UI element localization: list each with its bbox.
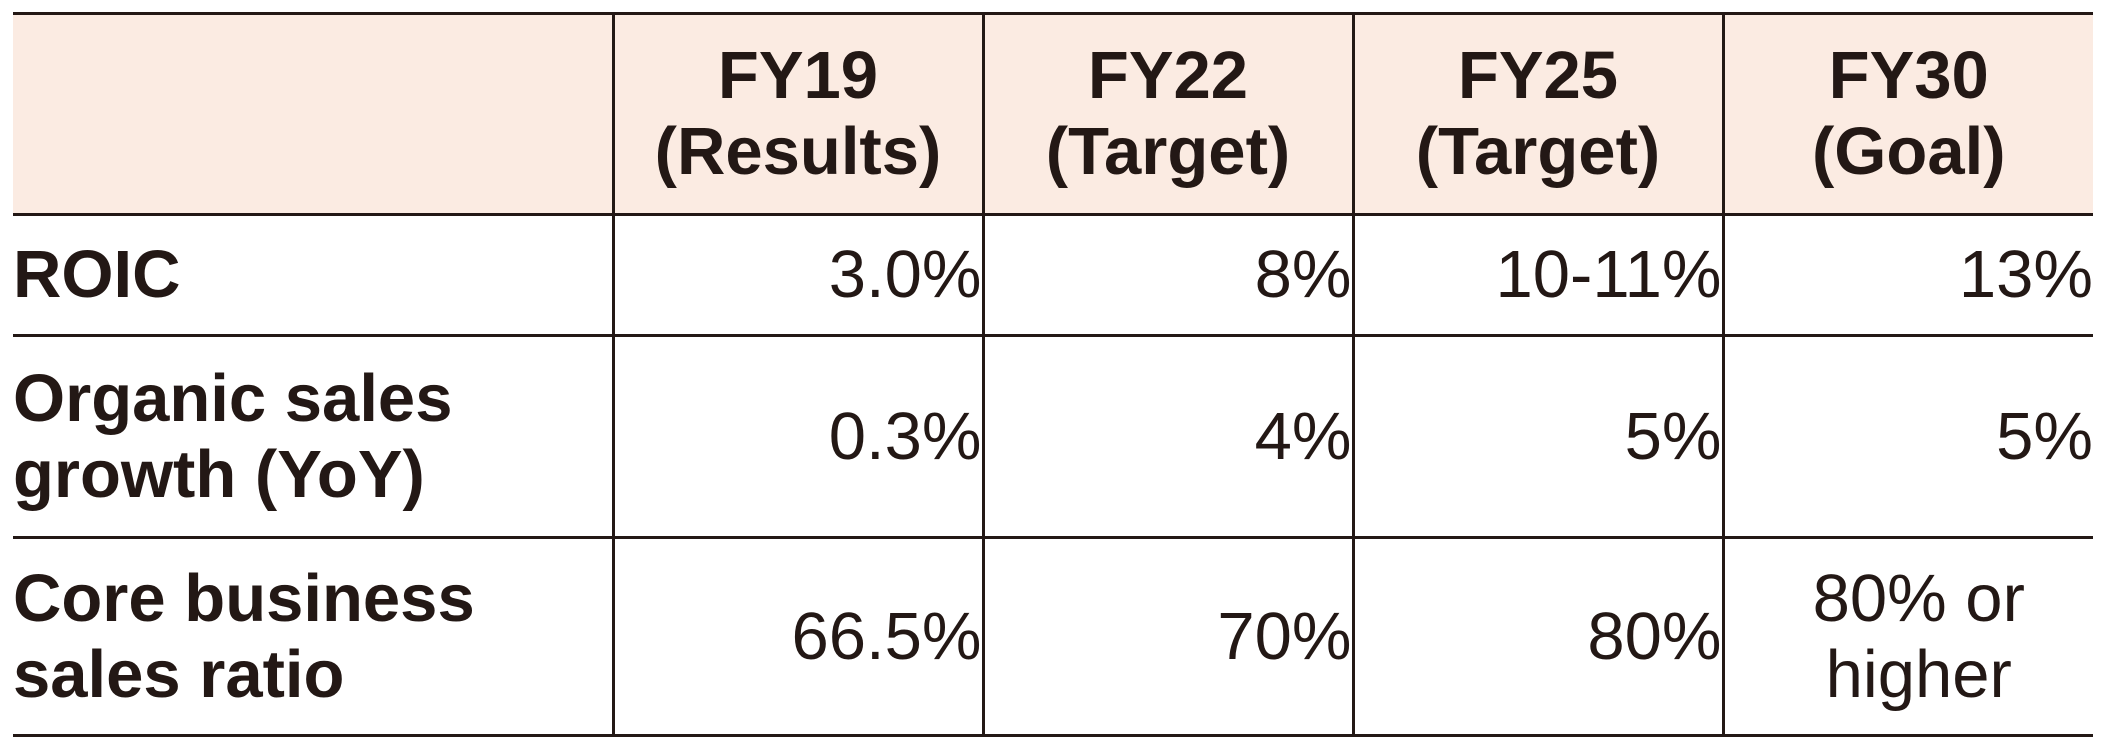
value-cell: 70%: [981, 537, 1353, 737]
value-cell: 5%: [1351, 335, 1723, 539]
header-cell-fy22: FY22 (Target): [981, 12, 1353, 216]
header-cell-fy30: FY30 (Goal): [1721, 12, 2093, 216]
value-cell: 10-11%: [1351, 214, 1723, 337]
table-row-core-business-sales-ratio: Core business sales ratio 66.5% 70% 80% …: [13, 537, 2093, 737]
value-cell: 80%: [1351, 537, 1723, 737]
header-status: (Target): [1415, 114, 1661, 189]
value-cell: 13%: [1721, 214, 2093, 337]
table-row-roic: ROIC 3.0% 8% 10-11% 13%: [13, 214, 2093, 337]
header-status: (Goal): [1811, 114, 2006, 189]
value-cell: 3.0%: [611, 214, 983, 337]
value-cell: 80% or higher: [1721, 537, 2093, 737]
header-cell-fy25: FY25 (Target): [1351, 12, 1723, 216]
row-label-organic-sales-growth: Organic sales growth (YoY): [13, 335, 613, 539]
row-label-core-business-sales-ratio: Core business sales ratio: [13, 537, 613, 737]
header-corner-cell: [13, 12, 613, 216]
value-cell: 66.5%: [611, 537, 983, 737]
header-year: FY19: [717, 38, 879, 114]
table-row-organic-sales-growth: Organic sales growth (YoY) 0.3% 4% 5% 5%: [13, 335, 2093, 539]
header-year: FY25: [1457, 38, 1619, 114]
value-cell: 4%: [981, 335, 1353, 539]
header-year: FY22: [1087, 38, 1249, 114]
value-cell: 0.3%: [611, 335, 983, 539]
kpi-targets-table: FY19 (Results) FY22 (Target) FY25 (Targe…: [13, 12, 2093, 737]
header-status: (Target): [1045, 114, 1291, 189]
header-status: (Results): [654, 114, 942, 189]
header-cell-fy19: FY19 (Results): [611, 12, 983, 216]
header-row: FY19 (Results) FY22 (Target) FY25 (Targe…: [13, 12, 2093, 216]
value-cell: 5%: [1721, 335, 2093, 539]
value-cell: 8%: [981, 214, 1353, 337]
row-label-roic: ROIC: [13, 214, 613, 337]
header-year: FY30: [1828, 38, 1989, 114]
